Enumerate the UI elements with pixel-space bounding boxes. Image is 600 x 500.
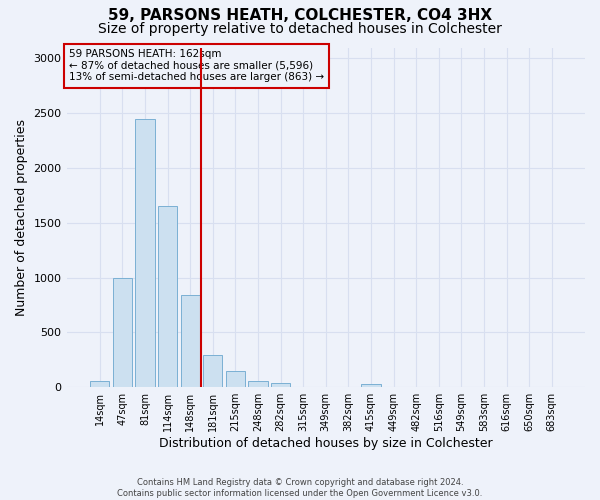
Bar xyxy=(90,381,109,387)
Bar xyxy=(226,372,245,387)
Text: 59 PARSONS HEATH: 162sqm
← 87% of detached houses are smaller (5,596)
13% of sem: 59 PARSONS HEATH: 162sqm ← 87% of detach… xyxy=(69,49,324,82)
X-axis label: Distribution of detached houses by size in Colchester: Distribution of detached houses by size … xyxy=(159,437,493,450)
Bar xyxy=(136,118,155,387)
Bar xyxy=(203,355,223,387)
Text: Contains HM Land Registry data © Crown copyright and database right 2024.
Contai: Contains HM Land Registry data © Crown c… xyxy=(118,478,482,498)
Bar xyxy=(181,295,200,387)
Y-axis label: Number of detached properties: Number of detached properties xyxy=(15,119,28,316)
Bar xyxy=(113,278,132,387)
Bar xyxy=(248,381,268,387)
Bar xyxy=(361,384,380,387)
Bar xyxy=(158,206,177,387)
Text: Size of property relative to detached houses in Colchester: Size of property relative to detached ho… xyxy=(98,22,502,36)
Bar xyxy=(271,384,290,387)
Text: 59, PARSONS HEATH, COLCHESTER, CO4 3HX: 59, PARSONS HEATH, COLCHESTER, CO4 3HX xyxy=(108,8,492,22)
